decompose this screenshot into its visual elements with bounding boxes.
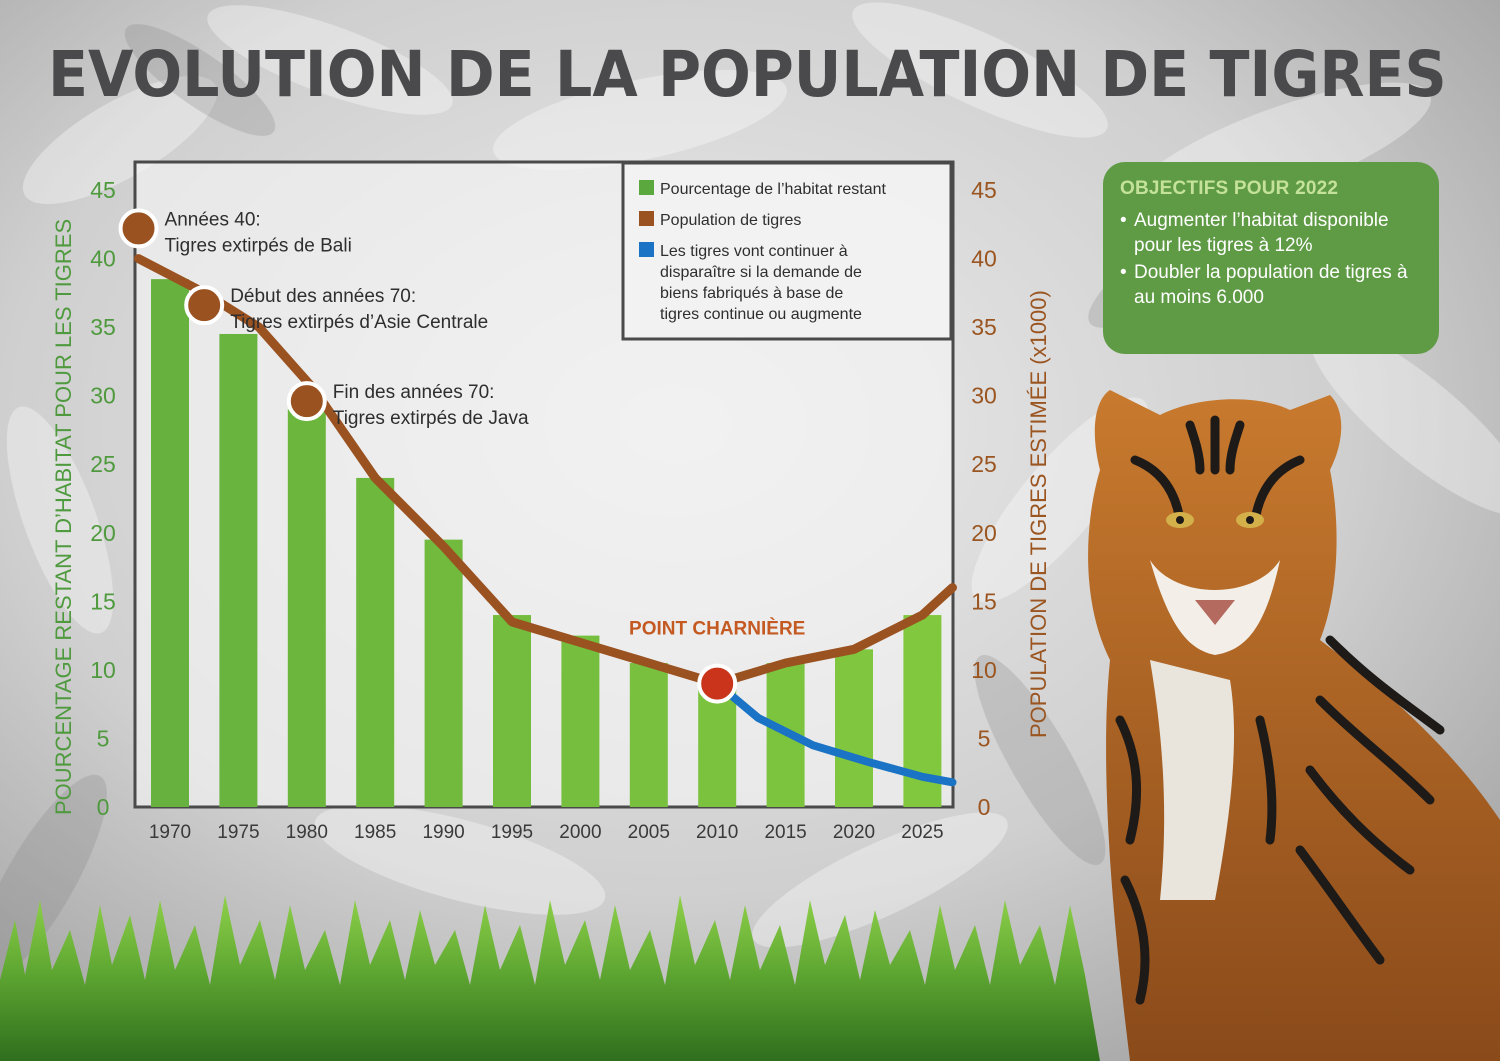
- pivot-point-marker: [697, 663, 738, 704]
- annotation-marker: [184, 285, 225, 326]
- page-title: EVOLUTION DE LA POPULATION DE TIGRES: [48, 38, 1447, 111]
- bullet-icon: •: [1120, 262, 1127, 283]
- y-tick-left: 0: [97, 794, 110, 820]
- annotation-title: Années 40:: [165, 209, 261, 230]
- annotation-detail: Tigres extirpés de Bali: [165, 235, 352, 256]
- y-tick-left: 25: [90, 451, 116, 477]
- legend-line: disparaître si la demande de: [660, 264, 862, 281]
- y-tick-left: 15: [90, 588, 116, 614]
- legend-line: tigres continue ou augmente: [660, 306, 862, 323]
- y-tick-right: 0: [978, 794, 991, 820]
- x-tick: 2015: [764, 822, 806, 843]
- habitat-bar: [493, 615, 531, 807]
- x-tick: 1990: [422, 822, 464, 843]
- y-tick-left: 20: [90, 520, 116, 546]
- x-tick: 2020: [833, 822, 875, 843]
- annotation-title: Début des années 70:: [230, 286, 416, 307]
- grass-foreground: [0, 895, 1100, 1061]
- x-tick: 1980: [286, 822, 328, 843]
- y-tick-right: 40: [971, 246, 997, 272]
- y-tick-right: 10: [971, 657, 997, 683]
- x-tick: 2025: [901, 822, 943, 843]
- goal-text: Augmenter l’habitat disponible pour les …: [1134, 210, 1389, 256]
- y-tick-right: 15: [971, 588, 997, 614]
- habitat-bar: [424, 539, 463, 807]
- legend-label-habitat: Pourcentage de l’habitat restant: [660, 181, 886, 198]
- foliage-pattern: [6, 2, 1500, 948]
- tiger-illustration: [1088, 390, 1500, 1061]
- legend-swatch-population: [639, 211, 654, 226]
- y-tick-left: 10: [90, 657, 116, 683]
- y-tick-right: 35: [971, 314, 997, 340]
- legend-box: [621, 161, 953, 341]
- habitat-bar: [629, 663, 668, 807]
- population-line: [134, 254, 957, 689]
- y-tick-left: 45: [90, 177, 116, 203]
- legend-label-decline: Les tigres vont continuer à disparaître s…: [660, 243, 862, 323]
- y-tick-left: 35: [90, 314, 116, 340]
- annotation-marker: [118, 208, 159, 249]
- decline-projection-line: [713, 679, 957, 787]
- annotation-title: Fin des années 70:: [333, 382, 495, 403]
- x-tick: 1975: [217, 822, 259, 843]
- goal-item: • Doubler la population de tigres à au m…: [1120, 260, 1421, 310]
- legend-swatch-habitat: [639, 180, 654, 195]
- bullet-icon: •: [1120, 210, 1127, 231]
- y-tick-right: 20: [971, 520, 997, 546]
- x-tick: 1995: [491, 822, 533, 843]
- annotation-marker: [286, 381, 327, 422]
- x-tick: 2010: [696, 822, 738, 843]
- y-tick-left: 30: [90, 383, 116, 409]
- habitat-bar: [698, 683, 737, 807]
- pivot-point-label: POINT CHARNIÈRE: [629, 618, 805, 640]
- x-tick: 1985: [354, 822, 396, 843]
- legend: Pourcentage de l’habitat restant Populat…: [621, 161, 953, 341]
- habitat-bar: [356, 477, 395, 807]
- x-tick: 2000: [559, 822, 601, 843]
- legend-line: Les tigres vont continuer à: [660, 243, 848, 260]
- habitat-bar: [835, 649, 873, 807]
- annotation-detail: Tigres extirpés de Java: [333, 408, 529, 429]
- habitat-bar: [151, 279, 189, 808]
- goals-panel: OBJECTIFS POUR 2022 • Augmenter l’habita…: [1103, 162, 1439, 354]
- y-tick-right: 5: [978, 725, 991, 751]
- annotation-detail: Tigres extirpés d’Asie Centrale: [230, 312, 488, 333]
- habitat-bar: [219, 333, 258, 807]
- y-tick-right: 45: [971, 177, 997, 203]
- goal-text: Doubler la population de tigres à au moi…: [1134, 262, 1408, 308]
- left-axis-title: POURCENTAGE RESTANT D’HABITAT POUR LES T…: [51, 219, 76, 815]
- goal-item: • Augmenter l’habitat disponible pour le…: [1120, 208, 1421, 258]
- right-axis-title: POPULATION DE TIGRES ESTIMÉE (x1000): [1026, 290, 1051, 738]
- y-tick-left: 5: [97, 725, 110, 751]
- x-tick: 2005: [628, 822, 670, 843]
- legend-label-population: Population de tigres: [660, 212, 801, 229]
- habitat-bar: [287, 409, 326, 807]
- y-tick-right: 30: [971, 383, 997, 409]
- goals-title: OBJECTIFS POUR 2022: [1120, 178, 1339, 199]
- habitat-bar: [561, 635, 600, 807]
- y-tick-right: 25: [971, 451, 997, 477]
- y-tick-left: 40: [90, 246, 116, 272]
- legend-swatch-decline: [639, 242, 654, 257]
- legend-line: biens fabriqués à base de: [660, 285, 843, 302]
- x-tick: 1970: [149, 822, 191, 843]
